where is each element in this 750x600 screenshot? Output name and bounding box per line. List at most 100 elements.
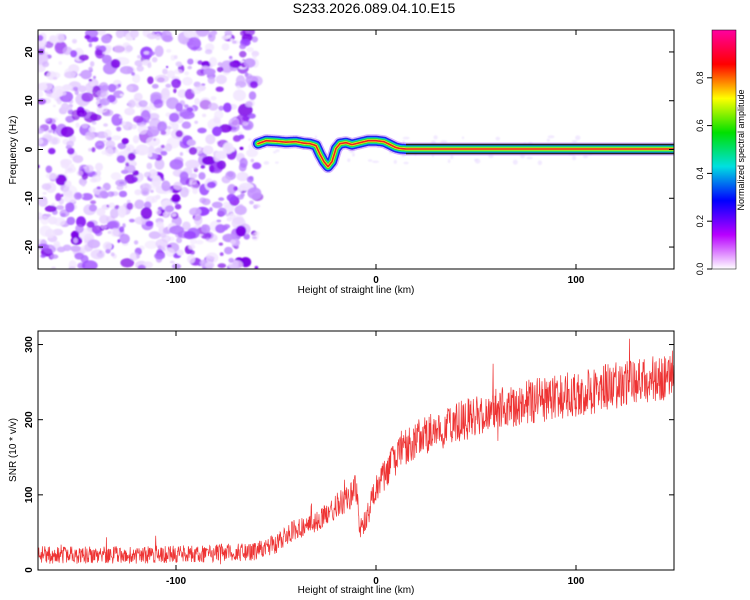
noise-blob [114, 205, 120, 210]
noise-blob [50, 254, 59, 259]
noise-blob [66, 140, 74, 148]
noise-blob [154, 74, 169, 83]
spectrogram-xtick-label: 100 [568, 275, 585, 286]
noise-blob [40, 215, 50, 225]
noise-blob [62, 84, 73, 91]
snr-xlabel: Height of straight line (km) [298, 585, 415, 596]
noise-blob [187, 254, 196, 264]
noise-blob [195, 30, 210, 37]
noise-blob [113, 44, 125, 54]
noise-blob [572, 155, 577, 161]
noise-blob [60, 126, 74, 138]
noise-blob [165, 83, 172, 88]
spectrogram-xtick-label: -100 [166, 275, 186, 286]
noise-blob [90, 249, 106, 260]
noise-blob [214, 110, 224, 119]
noise-blob [143, 171, 152, 178]
noise-blob [165, 65, 169, 69]
noise-blob [177, 89, 188, 98]
noise-blob [221, 175, 231, 184]
noise-blob [93, 75, 96, 80]
noise-blob [184, 71, 190, 76]
noise-blob [40, 254, 46, 258]
noise-blob [72, 39, 77, 44]
noise-blob [204, 261, 215, 269]
noise-blob [231, 126, 237, 131]
noise-blob [238, 134, 245, 140]
spectrogram-ytick-label: 20 [24, 46, 35, 58]
noise-blob [169, 260, 175, 264]
noise-blob [60, 212, 66, 218]
noise-blob [110, 172, 122, 181]
noise-blob [42, 61, 50, 68]
noise-blob [110, 208, 119, 219]
noise-blob [148, 231, 161, 240]
noise-blob [146, 162, 153, 170]
noise-blob [218, 197, 225, 201]
noise-blob [65, 202, 75, 213]
noise-blob [54, 33, 65, 43]
noise-blob [208, 34, 213, 38]
spectrogram-xlabel: Height of straight line (km) [298, 285, 415, 296]
noise-blob [247, 187, 262, 200]
noise-blob [242, 121, 249, 126]
noise-blob [88, 66, 93, 71]
noise-blob [199, 97, 212, 110]
noise-blob [352, 153, 355, 157]
noise-blob [245, 73, 253, 79]
noise-blob [151, 56, 158, 63]
noise-blob [38, 212, 43, 218]
noise-blob [119, 233, 130, 244]
noise-blob [81, 92, 94, 102]
noise-blob [38, 82, 48, 91]
noise-blob [90, 61, 95, 67]
noise-blob [202, 113, 207, 118]
noise-blob [133, 92, 143, 102]
noise-blob [105, 249, 111, 254]
figure-title: S233.2026.089.04.10.E15 [293, 0, 456, 16]
noise-blob [101, 84, 109, 91]
noise-blob [172, 211, 176, 216]
colorbar-bar [711, 29, 737, 270]
noise-blob [152, 153, 158, 160]
noise-blob [546, 138, 550, 142]
noise-blob [461, 136, 465, 140]
noise-blob [250, 158, 254, 163]
noise-blob [175, 61, 183, 67]
noise-blob [201, 224, 211, 234]
noise-blob [132, 73, 141, 84]
noise-blob [219, 124, 232, 133]
noise-blob [74, 89, 79, 96]
noise-blob [50, 123, 57, 131]
noise-blob [221, 43, 230, 51]
noise-blob [61, 193, 64, 197]
noise-blob [68, 260, 77, 269]
noise-blob [218, 242, 223, 246]
noise-blob [187, 65, 192, 70]
noise-blob [122, 223, 126, 228]
noise-blob [183, 30, 194, 38]
noise-blob [88, 43, 93, 48]
noise-blob [150, 181, 158, 190]
noise-blob [249, 200, 254, 205]
noise-blob [393, 159, 397, 164]
noise-blob [124, 184, 128, 189]
noise-blob [147, 76, 154, 85]
noise-blob [252, 54, 257, 60]
noise-blob [209, 56, 218, 67]
noise-blob [187, 58, 194, 65]
noise-blob [75, 224, 84, 234]
noise-blob [155, 221, 164, 228]
noise-blob [148, 51, 155, 56]
noise-blob [111, 135, 122, 141]
noise-blob [91, 36, 99, 42]
noise-blob [236, 85, 241, 89]
noise-blob [91, 147, 96, 153]
colorbar: 0.0 0.2 0.4 0.6 0.8 Normalized spectral ampl… [695, 29, 746, 275]
noise-blob [207, 76, 216, 85]
noise-blob [73, 237, 78, 244]
noise-blob [121, 138, 129, 145]
noise-blob [403, 161, 409, 165]
noise-blob [48, 129, 53, 133]
